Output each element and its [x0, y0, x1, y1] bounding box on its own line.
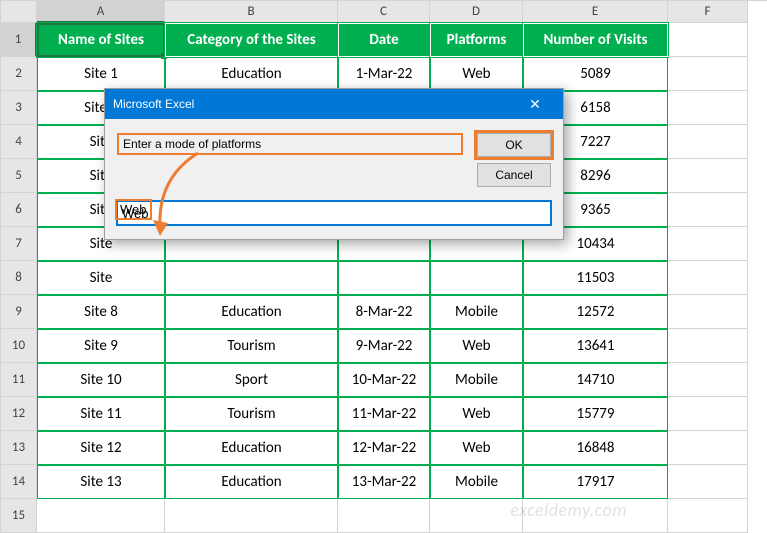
dialog-title: Microsoft Excel — [113, 97, 194, 111]
col-header-C[interactable]: C — [338, 1, 430, 23]
col-header-A[interactable]: A — [37, 1, 165, 23]
row-header-10[interactable]: 10 — [1, 329, 37, 363]
data-cell[interactable]: Mobile — [430, 363, 523, 397]
col-header-D[interactable]: D — [430, 1, 523, 23]
data-cell[interactable] — [430, 261, 523, 295]
header-cell[interactable]: Category of the Sites — [165, 23, 338, 57]
data-cell[interactable]: Site — [37, 261, 165, 295]
data-cell[interactable]: 8-Mar-22 — [338, 295, 430, 329]
spreadsheet-grid[interactable]: ABCDEF 1Name of SitesCategory of the Site… — [0, 0, 767, 533]
data-cell[interactable]: 5089 — [523, 57, 668, 91]
row-header-9[interactable]: 9 — [1, 295, 37, 329]
row-header-1[interactable]: 1 — [1, 23, 37, 57]
row-header-11[interactable]: 11 — [1, 363, 37, 397]
data-cell[interactable]: Education — [165, 295, 338, 329]
cancel-button[interactable]: Cancel — [477, 163, 551, 187]
cell-empty[interactable] — [668, 431, 748, 465]
data-cell[interactable]: Tourism — [165, 397, 338, 431]
row-header-12[interactable]: 12 — [1, 397, 37, 431]
data-cell[interactable]: 15779 — [523, 397, 668, 431]
data-cell[interactable]: 13641 — [523, 329, 668, 363]
header-cell[interactable]: Name of Sites — [37, 23, 165, 57]
data-cell[interactable]: Site 9 — [37, 329, 165, 363]
close-icon[interactable]: ✕ — [515, 96, 555, 113]
cell-empty[interactable] — [668, 193, 748, 227]
cell-empty[interactable] — [668, 227, 748, 261]
cell-empty[interactable] — [668, 125, 748, 159]
cell-empty[interactable] — [338, 499, 430, 533]
cell-empty[interactable] — [37, 499, 165, 533]
data-cell[interactable] — [165, 261, 338, 295]
data-cell[interactable] — [338, 261, 430, 295]
data-cell[interactable]: 9-Mar-22 — [338, 329, 430, 363]
data-cell[interactable]: 1-Mar-22 — [338, 57, 430, 91]
data-cell[interactable]: 10-Mar-22 — [338, 363, 430, 397]
data-cell[interactable]: 12-Mar-22 — [338, 431, 430, 465]
cell-empty[interactable] — [668, 363, 748, 397]
col-header-B[interactable]: B — [165, 1, 338, 23]
data-cell[interactable]: 13-Mar-22 — [338, 465, 430, 499]
dialog-prompt: Enter a mode of platforms — [117, 133, 463, 155]
watermark: exceldemy.com — [510, 499, 627, 521]
cell-empty[interactable] — [430, 499, 523, 533]
select-all[interactable] — [1, 1, 37, 23]
cell-empty[interactable] — [668, 397, 748, 431]
data-cell[interactable]: Tourism — [165, 329, 338, 363]
data-cell[interactable]: 11503 — [523, 261, 668, 295]
data-cell[interactable]: Site 13 — [37, 465, 165, 499]
data-cell[interactable]: Site 11 — [37, 397, 165, 431]
data-cell[interactable]: Web — [430, 397, 523, 431]
row-header-2[interactable]: 2 — [1, 57, 37, 91]
row-header-14[interactable]: 14 — [1, 465, 37, 499]
cell-empty[interactable] — [668, 295, 748, 329]
col-header-E[interactable]: E — [523, 1, 668, 23]
data-cell[interactable]: Education — [165, 57, 338, 91]
data-cell[interactable]: Site 12 — [37, 431, 165, 465]
col-header-F[interactable]: F — [668, 1, 748, 23]
data-cell[interactable]: Sport — [165, 363, 338, 397]
data-cell[interactable]: Site 1 — [37, 57, 165, 91]
row-header-13[interactable]: 13 — [1, 431, 37, 465]
data-cell[interactable]: Site 10 — [37, 363, 165, 397]
header-cell[interactable]: Platforms — [430, 23, 523, 57]
data-cell[interactable]: Education — [165, 465, 338, 499]
data-cell[interactable]: Web — [430, 431, 523, 465]
cell-empty[interactable] — [668, 499, 748, 533]
row-header-8[interactable]: 8 — [1, 261, 37, 295]
cell-empty[interactable] — [668, 465, 748, 499]
platform-input[interactable] — [117, 201, 551, 225]
data-cell[interactable]: Mobile — [430, 465, 523, 499]
ok-button[interactable]: OK — [477, 133, 551, 157]
cell-empty[interactable] — [668, 91, 748, 125]
header-cell[interactable]: Number of Visits — [523, 23, 668, 57]
row-header-4[interactable]: 4 — [1, 125, 37, 159]
row-header-3[interactable]: 3 — [1, 91, 37, 125]
row-header-5[interactable]: 5 — [1, 159, 37, 193]
data-cell[interactable]: 12572 — [523, 295, 668, 329]
cell-empty[interactable] — [165, 499, 338, 533]
cell-empty[interactable] — [668, 329, 748, 363]
data-cell[interactable]: Web — [430, 57, 523, 91]
data-cell[interactable]: Mobile — [430, 295, 523, 329]
header-cell[interactable]: Date — [338, 23, 430, 57]
data-cell[interactable]: 11-Mar-22 — [338, 397, 430, 431]
row-header-6[interactable]: 6 — [1, 193, 37, 227]
cell-empty[interactable] — [668, 261, 748, 295]
row-header-15[interactable]: 15 — [1, 499, 37, 533]
row-header-7[interactable]: 7 — [1, 227, 37, 261]
cell-empty[interactable] — [668, 23, 748, 57]
dialog-titlebar[interactable]: Microsoft Excel ✕ — [105, 89, 563, 119]
cell-empty[interactable] — [668, 57, 748, 91]
input-dialog: Microsoft Excel ✕ Enter a mode of platfo… — [104, 88, 564, 240]
data-cell[interactable]: Site 8 — [37, 295, 165, 329]
data-cell[interactable]: Web — [430, 329, 523, 363]
data-cell[interactable]: 17917 — [523, 465, 668, 499]
data-cell[interactable]: 14710 — [523, 363, 668, 397]
data-cell[interactable]: 16848 — [523, 431, 668, 465]
data-cell[interactable]: Education — [165, 431, 338, 465]
cell-empty[interactable] — [668, 159, 748, 193]
